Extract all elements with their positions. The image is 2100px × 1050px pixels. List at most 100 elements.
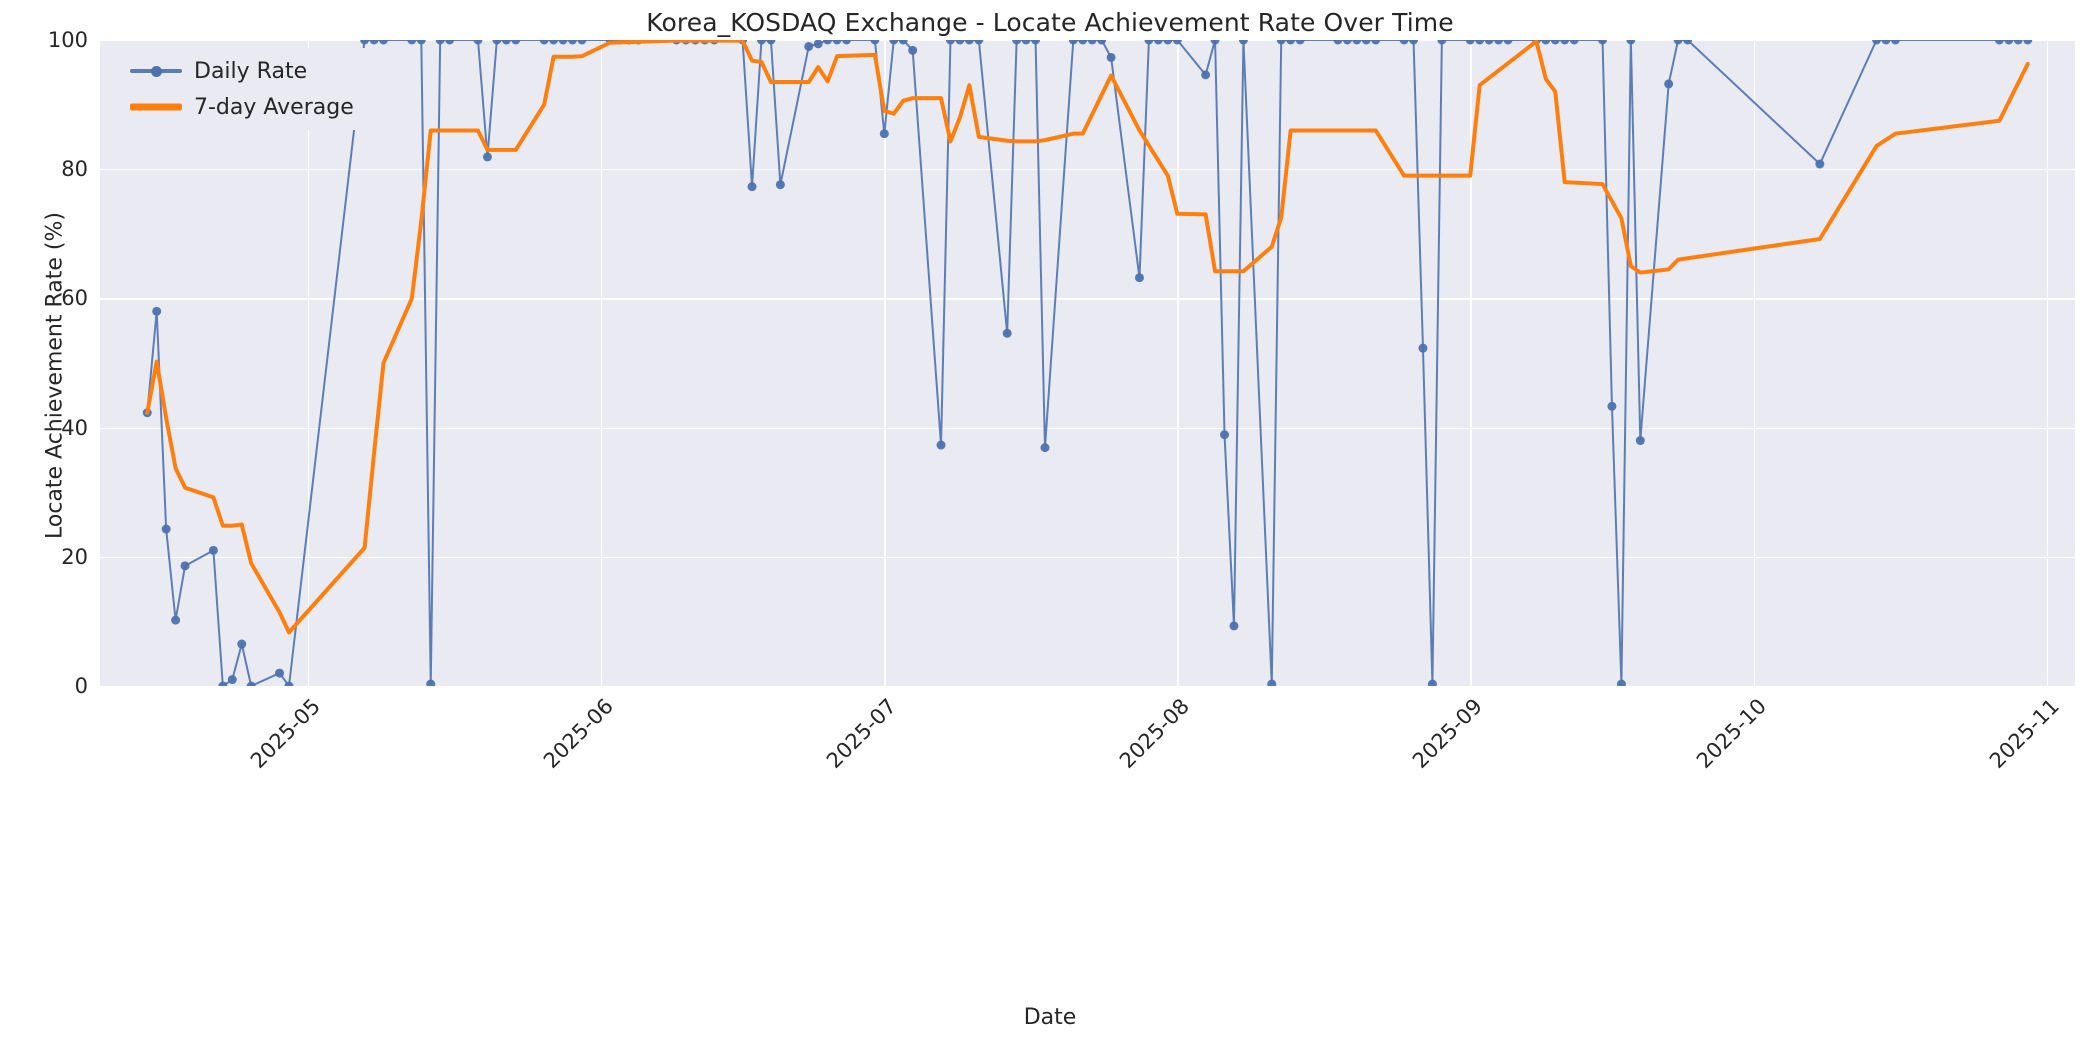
data-point-marker (1333, 40, 1343, 45)
data-point-marker (842, 40, 852, 45)
data-point-marker (1418, 343, 1428, 353)
x-tick-label: 2025-09 (1408, 694, 1488, 774)
data-point-marker (1352, 40, 1362, 45)
x-axis-label: Date (1023, 1005, 1077, 1030)
data-point-marker (180, 561, 190, 571)
data-point-marker (1220, 430, 1230, 440)
data-point-marker (1021, 40, 1031, 45)
data-point-marker (1494, 40, 1504, 45)
data-point-marker (2023, 40, 2033, 45)
data-point-marker (275, 668, 285, 678)
gridline-horizontal (100, 298, 2075, 300)
data-point-marker (1465, 40, 1475, 45)
data-point-marker (284, 681, 294, 686)
data-point-marker (511, 40, 521, 45)
data-point-marker (1002, 328, 1012, 338)
series-line-7-day-average (145, 40, 2030, 635)
plot-lines (142, 40, 2033, 686)
data-point-marker (501, 40, 511, 45)
data-point-marker (1087, 40, 1097, 45)
data-point-marker (1994, 40, 2004, 45)
data-point-marker (898, 40, 908, 45)
data-point-marker (1201, 70, 1211, 80)
data-point-marker (955, 40, 965, 45)
data-point-marker (577, 40, 587, 45)
data-point-marker (435, 40, 445, 45)
data-point-marker (1012, 40, 1022, 45)
gridline-vertical (2046, 40, 2048, 686)
data-point-marker (1569, 40, 1579, 45)
data-point-marker (1210, 40, 1220, 45)
data-point-marker (804, 41, 814, 51)
data-point-marker (1031, 40, 1041, 45)
data-point-marker (1541, 40, 1551, 45)
data-point-marker (747, 182, 757, 192)
data-point-marker (1664, 79, 1674, 89)
x-tick-label: 2025-10 (1691, 694, 1771, 774)
data-point-marker (1475, 40, 1485, 45)
data-point-marker (756, 40, 766, 45)
data-point-marker (936, 440, 946, 450)
data-point-marker (1286, 40, 1296, 45)
data-point-marker (549, 40, 559, 45)
data-point-marker (360, 40, 370, 45)
legend-label-daily-rate: Daily Rate (194, 58, 308, 84)
y-tick-label: 0 (74, 674, 88, 698)
data-point-marker (766, 40, 776, 45)
legend-item-daily-rate: Daily Rate (130, 58, 354, 84)
data-point-marker (1673, 40, 1683, 45)
data-point-marker (1598, 40, 1608, 45)
legend-swatch-7-day-average (130, 97, 182, 117)
data-point-marker (1872, 40, 1882, 45)
x-tick-label: 2025-05 (245, 694, 325, 774)
data-point-marker (1635, 436, 1645, 446)
data-point-marker (1890, 40, 1900, 45)
data-point-marker (1371, 40, 1381, 45)
data-point-marker (445, 40, 455, 45)
plot-area (100, 40, 2075, 686)
gridline-vertical (307, 40, 310, 686)
data-point-marker (974, 40, 984, 45)
chart-legend: Daily Rate 7-day Average (116, 48, 372, 130)
data-point-marker (1427, 679, 1437, 686)
data-point-marker (1078, 40, 1088, 45)
data-point-marker (1881, 40, 1891, 45)
gridline-vertical (600, 40, 603, 686)
data-point-marker (1229, 621, 1239, 631)
data-point-marker (813, 40, 823, 49)
data-point-marker (1144, 40, 1154, 45)
data-point-marker (208, 545, 218, 555)
legend-marker-dot-icon (150, 65, 162, 77)
data-point-marker (2013, 40, 2023, 45)
data-point-marker (1097, 40, 1107, 45)
data-point-marker (1134, 273, 1144, 283)
data-point-marker (1409, 40, 1419, 45)
data-point-marker (908, 45, 918, 55)
data-point-marker (1106, 52, 1116, 62)
data-point-marker (416, 40, 426, 45)
data-point-marker (870, 40, 880, 45)
data-point-marker (1040, 443, 1050, 453)
data-point-marker (1295, 40, 1305, 45)
y-tick-label: 40 (61, 415, 88, 440)
x-tick-label: 2025-08 (1115, 694, 1195, 774)
data-point-marker (539, 40, 549, 45)
data-point-marker (889, 40, 899, 45)
data-point-marker (1626, 40, 1636, 45)
data-point-marker (1484, 40, 1494, 45)
data-point-marker (1683, 40, 1693, 45)
data-point-marker (218, 681, 228, 686)
legend-swatch-daily-rate (130, 61, 182, 81)
data-point-marker (1153, 40, 1163, 45)
data-point-marker (558, 40, 568, 45)
data-point-marker (482, 152, 492, 162)
data-point-marker (1399, 40, 1409, 45)
data-point-marker (1267, 679, 1277, 686)
data-point-marker (1815, 159, 1825, 169)
data-point-marker (1361, 40, 1371, 45)
data-point-marker (152, 306, 162, 316)
data-point-marker (1163, 40, 1173, 45)
data-point-marker (1172, 40, 1182, 45)
legend-line-icon (130, 103, 182, 111)
